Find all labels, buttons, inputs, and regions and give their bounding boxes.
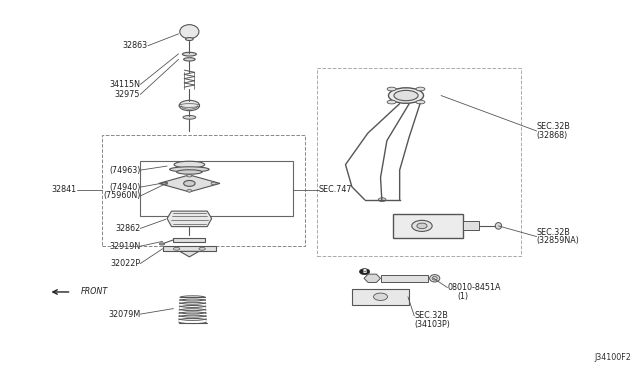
Text: 32862: 32862 bbox=[115, 224, 140, 233]
Text: 34115N: 34115N bbox=[109, 80, 140, 89]
Ellipse shape bbox=[186, 38, 193, 41]
Text: 32975: 32975 bbox=[115, 90, 140, 99]
Polygon shape bbox=[159, 175, 220, 192]
Ellipse shape bbox=[184, 180, 195, 186]
Text: 32863: 32863 bbox=[123, 41, 148, 50]
Text: 32841: 32841 bbox=[51, 185, 77, 194]
Bar bbox=[140, 161, 293, 215]
Ellipse shape bbox=[199, 247, 205, 250]
Text: (32868): (32868) bbox=[537, 131, 568, 140]
Ellipse shape bbox=[416, 87, 425, 91]
Text: 08010-8451A: 08010-8451A bbox=[447, 283, 501, 292]
Ellipse shape bbox=[429, 275, 440, 282]
Ellipse shape bbox=[360, 269, 370, 275]
Ellipse shape bbox=[417, 223, 427, 229]
Polygon shape bbox=[173, 238, 205, 242]
Bar bbox=[463, 221, 479, 230]
Ellipse shape bbox=[495, 222, 502, 229]
Text: B: B bbox=[362, 269, 367, 274]
Ellipse shape bbox=[187, 174, 192, 177]
Ellipse shape bbox=[394, 90, 418, 101]
Ellipse shape bbox=[387, 87, 396, 91]
Ellipse shape bbox=[416, 100, 425, 104]
Text: SEC.32B: SEC.32B bbox=[537, 228, 570, 237]
Ellipse shape bbox=[387, 100, 396, 104]
Text: (34103P): (34103P) bbox=[414, 320, 450, 328]
Bar bbox=[381, 275, 428, 282]
Ellipse shape bbox=[432, 276, 437, 280]
Ellipse shape bbox=[174, 161, 205, 168]
Text: (74963): (74963) bbox=[109, 166, 140, 174]
Polygon shape bbox=[364, 274, 381, 282]
Bar bbox=[352, 289, 409, 305]
Text: SEC.32B: SEC.32B bbox=[414, 311, 448, 320]
Text: FRONT: FRONT bbox=[81, 288, 108, 296]
Polygon shape bbox=[167, 211, 212, 227]
Text: J34100F2: J34100F2 bbox=[594, 353, 631, 362]
Ellipse shape bbox=[182, 52, 196, 56]
Text: SEC.32B: SEC.32B bbox=[537, 122, 570, 131]
Ellipse shape bbox=[184, 58, 195, 61]
Text: 32079M: 32079M bbox=[108, 310, 140, 319]
Ellipse shape bbox=[378, 198, 386, 202]
Polygon shape bbox=[180, 251, 199, 257]
Bar bbox=[102, 135, 305, 246]
Text: (74940): (74940) bbox=[109, 183, 140, 192]
Text: SEC.747: SEC.747 bbox=[319, 185, 352, 194]
Ellipse shape bbox=[211, 182, 216, 185]
Ellipse shape bbox=[173, 247, 180, 250]
Polygon shape bbox=[163, 246, 216, 251]
Ellipse shape bbox=[412, 220, 432, 231]
Ellipse shape bbox=[374, 293, 388, 301]
Ellipse shape bbox=[177, 170, 202, 174]
Ellipse shape bbox=[159, 243, 164, 245]
Text: (75960N): (75960N) bbox=[103, 192, 140, 201]
Ellipse shape bbox=[183, 115, 196, 119]
Ellipse shape bbox=[170, 167, 209, 172]
Ellipse shape bbox=[187, 189, 192, 192]
Bar bbox=[394, 214, 463, 238]
Text: 32022P: 32022P bbox=[110, 259, 140, 268]
Text: 32919N: 32919N bbox=[109, 242, 140, 251]
Text: (32859NA): (32859NA) bbox=[537, 236, 580, 245]
Ellipse shape bbox=[180, 25, 199, 39]
Text: (1): (1) bbox=[457, 292, 468, 301]
Ellipse shape bbox=[388, 88, 424, 103]
Ellipse shape bbox=[163, 182, 168, 185]
Bar bbox=[317, 68, 521, 256]
Ellipse shape bbox=[179, 100, 200, 111]
